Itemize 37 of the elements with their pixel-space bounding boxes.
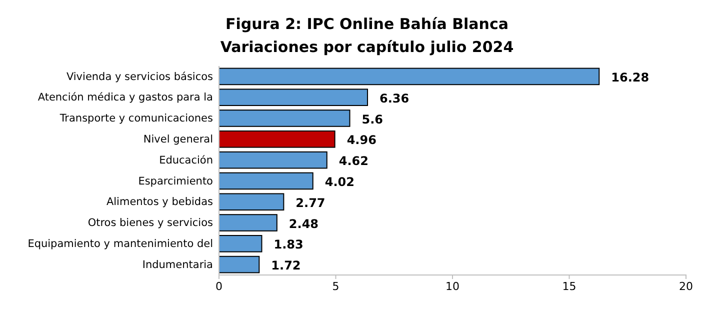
- data-label: 6.36: [380, 91, 410, 106]
- bar: [218, 68, 600, 86]
- bar: [218, 110, 350, 127]
- y-tick-label: Esparcimiento: [138, 175, 213, 188]
- bar: [218, 88, 368, 106]
- x-tick-label: 10: [446, 280, 460, 293]
- data-label: 4.62: [338, 154, 368, 168]
- y-tick-label: Nivel general: [143, 134, 213, 146]
- chart-subtitle: Variaciones por capítulo julio 2024: [220, 38, 514, 56]
- data-label: 16.28: [611, 70, 650, 84]
- y-tick-label: Otros bienes y servicios: [88, 217, 213, 230]
- data-label: 1.72: [271, 258, 301, 273]
- bar: [218, 172, 314, 190]
- y-tick-label: Equipamiento y mantenimiento del: [28, 238, 213, 250]
- x-tick-label: 15: [562, 280, 576, 293]
- bar: [218, 214, 278, 232]
- bar: [218, 193, 284, 210]
- bar: [218, 256, 260, 274]
- y-tick-label: Alimentos y bebidas: [106, 196, 213, 208]
- y-tick-label: Transporte y comunicaciones: [58, 112, 213, 125]
- x-tick-label: 5: [332, 280, 340, 293]
- data-label: 2.48: [288, 216, 319, 231]
- data-label: 2.77: [296, 196, 326, 210]
- data-label: 5.6: [362, 112, 384, 126]
- data-label: 1.83: [274, 238, 304, 252]
- y-tick-label: Educación: [159, 154, 213, 166]
- y-tick-label: Atención médica y gastos para la: [38, 92, 213, 104]
- bar: [218, 130, 336, 148]
- bar: [218, 235, 262, 252]
- x-tick-label: 20: [679, 280, 693, 293]
- y-tick-label: Vivienda y servicios básicos: [66, 70, 213, 83]
- bar: [218, 151, 328, 169]
- x-tick-label: 0: [216, 280, 222, 293]
- data-label: 4.96: [346, 133, 376, 148]
- y-tick-label: Indumentaria: [142, 258, 213, 271]
- data-label: 4.02: [324, 174, 354, 189]
- chart-title: Figura 2: IPC Online Bahía Blanca: [226, 15, 508, 33]
